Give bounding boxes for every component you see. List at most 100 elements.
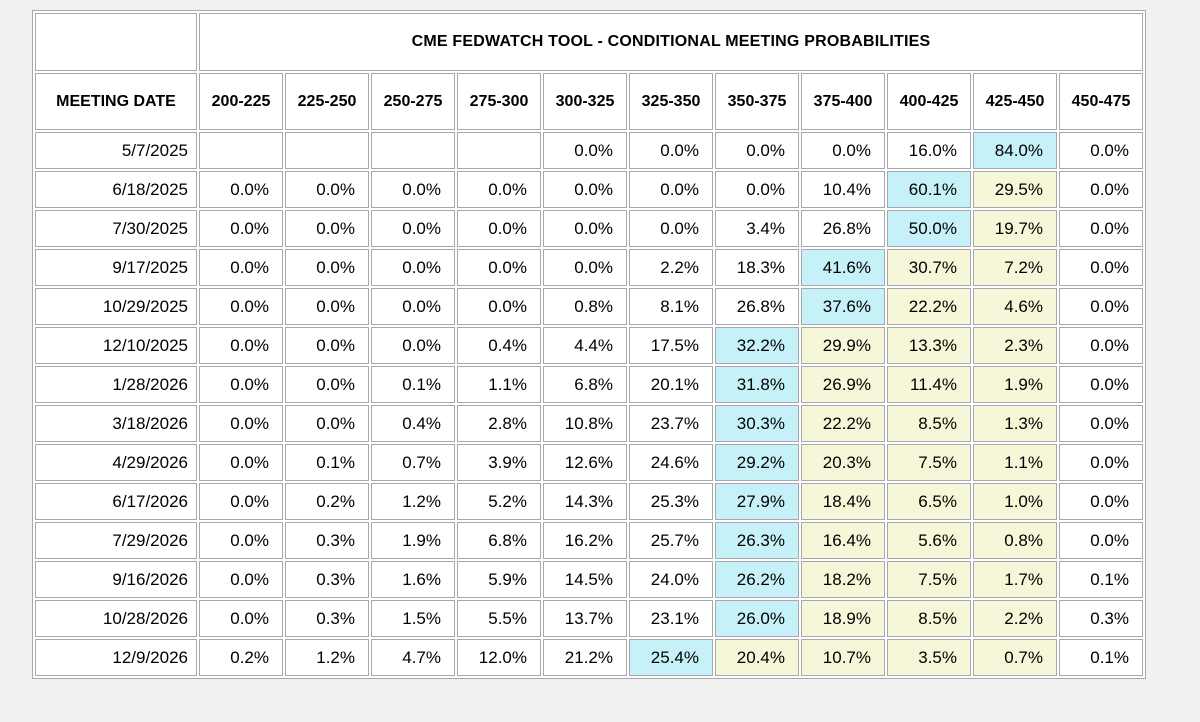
probability-cell: 5.6% — [887, 522, 971, 559]
probability-cell: 26.9% — [801, 366, 885, 403]
probability-cell: 0.1% — [1059, 561, 1143, 598]
probability-cell: 0.0% — [801, 132, 885, 169]
meeting-date-cell: 10/28/2026 — [35, 600, 197, 637]
probability-cell: 8.5% — [887, 600, 971, 637]
rate-range-header: 425-450 — [973, 73, 1057, 130]
probability-cell: 0.0% — [371, 171, 455, 208]
probability-cell: 26.2% — [715, 561, 799, 598]
meeting-date-cell: 3/18/2026 — [35, 405, 197, 442]
meeting-date-cell: 9/17/2025 — [35, 249, 197, 286]
table-row: 1/28/2026 0.0% 0.0% 0.1% 1.1% 6.8% 20.1% 31.8% 2… — [35, 366, 1143, 403]
probability-cell: 0.8% — [973, 522, 1057, 559]
probability-cell: 0.0% — [199, 405, 283, 442]
table-row: 5/7/2025 0.0% 0.0% 0.0% 0.0% 16.0% 84.0% 0.0% — [35, 132, 1143, 169]
probability-cell: 21.2% — [543, 639, 627, 676]
probability-cell: 3.5% — [887, 639, 971, 676]
probability-cell: 0.0% — [1059, 210, 1143, 247]
corner-cell — [35, 13, 197, 71]
probability-cell: 25.4% — [629, 639, 713, 676]
probability-cell: 0.2% — [285, 483, 369, 520]
probability-cell: 24.6% — [629, 444, 713, 481]
meeting-date-cell: 12/9/2026 — [35, 639, 197, 676]
probability-cell: 50.0% — [887, 210, 971, 247]
probability-cell: 0.0% — [457, 288, 541, 325]
rate-range-header: 450-475 — [1059, 73, 1143, 130]
rate-range-header: 325-350 — [629, 73, 713, 130]
probability-cell: 0.0% — [1059, 171, 1143, 208]
probability-cell: 12.6% — [543, 444, 627, 481]
probability-cell: 0.0% — [371, 327, 455, 364]
meeting-date-cell: 7/30/2025 — [35, 210, 197, 247]
probability-cell: 8.1% — [629, 288, 713, 325]
rate-range-header: 275-300 — [457, 73, 541, 130]
probability-cell: 11.4% — [887, 366, 971, 403]
probability-cell: 23.7% — [629, 405, 713, 442]
probability-cell: 0.0% — [1059, 132, 1143, 169]
probability-cell: 22.2% — [801, 405, 885, 442]
probability-cell: 0.0% — [629, 132, 713, 169]
probability-cell: 1.3% — [973, 405, 1057, 442]
probability-cell: 0.0% — [199, 249, 283, 286]
probability-cell: 0.0% — [199, 522, 283, 559]
probability-cell: 2.3% — [973, 327, 1057, 364]
probability-cell: 16.2% — [543, 522, 627, 559]
probability-cell: 0.0% — [457, 210, 541, 247]
probability-cell: 3.9% — [457, 444, 541, 481]
probability-cell: 0.0% — [199, 483, 283, 520]
probability-cell: 0.7% — [371, 444, 455, 481]
rate-range-header: 400-425 — [887, 73, 971, 130]
probability-cell: 19.7% — [973, 210, 1057, 247]
probability-cell: 1.2% — [285, 639, 369, 676]
table-row: 7/29/2026 0.0% 0.3% 1.9% 6.8% 16.2% 25.7% 26.3%… — [35, 522, 1143, 559]
table-row: 10/28/2026 0.0% 0.3% 1.5% 5.5% 13.7% 23.1% 26.0… — [35, 600, 1143, 637]
probability-cell: 0.0% — [199, 366, 283, 403]
probability-cell: 0.1% — [285, 444, 369, 481]
probability-cell: 0.0% — [1059, 288, 1143, 325]
table-row: 6/17/2026 0.0% 0.2% 1.2% 5.2% 14.3% 25.3% 27.9%… — [35, 483, 1143, 520]
table-row: 12/10/2025 0.0% 0.0% 0.0% 0.4% 4.4% 17.5% 32.2%… — [35, 327, 1143, 364]
probability-cell: 18.4% — [801, 483, 885, 520]
probability-cell — [457, 132, 541, 169]
probability-cell: 12.0% — [457, 639, 541, 676]
probability-cell: 0.0% — [371, 210, 455, 247]
probability-cell: 1.6% — [371, 561, 455, 598]
probability-cell: 0.0% — [285, 327, 369, 364]
probability-cell: 1.9% — [371, 522, 455, 559]
probability-cell: 18.2% — [801, 561, 885, 598]
meeting-date-cell: 7/29/2026 — [35, 522, 197, 559]
table-row: 6/18/2025 0.0% 0.0% 0.0% 0.0% 0.0% 0.0% 0.0% 10.… — [35, 171, 1143, 208]
probability-cell: 14.3% — [543, 483, 627, 520]
rate-range-header: 250-275 — [371, 73, 455, 130]
probability-cell: 0.1% — [1059, 639, 1143, 676]
table-title: CME FEDWATCH TOOL - CONDITIONAL MEETING … — [199, 13, 1143, 71]
probability-cell: 25.3% — [629, 483, 713, 520]
probability-cell: 0.0% — [285, 249, 369, 286]
probability-cell: 0.0% — [285, 210, 369, 247]
probability-cell: 26.0% — [715, 600, 799, 637]
probability-cell: 0.0% — [1059, 483, 1143, 520]
probability-cell: 0.0% — [371, 249, 455, 286]
probability-cell: 0.0% — [285, 366, 369, 403]
probability-cell: 7.2% — [973, 249, 1057, 286]
probability-cell: 0.3% — [285, 561, 369, 598]
probability-cell: 0.3% — [1059, 600, 1143, 637]
meeting-date-header: MEETING DATE — [35, 73, 197, 130]
meeting-date-cell: 9/16/2026 — [35, 561, 197, 598]
probability-cell: 0.0% — [629, 210, 713, 247]
probability-cell: 0.7% — [973, 639, 1057, 676]
probability-cell: 0.0% — [543, 210, 627, 247]
probability-cell: 5.9% — [457, 561, 541, 598]
probability-cell: 0.0% — [1059, 444, 1143, 481]
probability-cell: 1.9% — [973, 366, 1057, 403]
probability-cell: 20.3% — [801, 444, 885, 481]
table-row: 3/18/2026 0.0% 0.0% 0.4% 2.8% 10.8% 23.7% 30.3%… — [35, 405, 1143, 442]
probability-cell: 18.3% — [715, 249, 799, 286]
rate-range-header: 300-325 — [543, 73, 627, 130]
probability-cell: 13.7% — [543, 600, 627, 637]
probability-cell: 10.4% — [801, 171, 885, 208]
probability-cell: 17.5% — [629, 327, 713, 364]
probability-cell: 0.0% — [543, 171, 627, 208]
probability-cell: 2.2% — [973, 600, 1057, 637]
rate-range-header: 375-400 — [801, 73, 885, 130]
